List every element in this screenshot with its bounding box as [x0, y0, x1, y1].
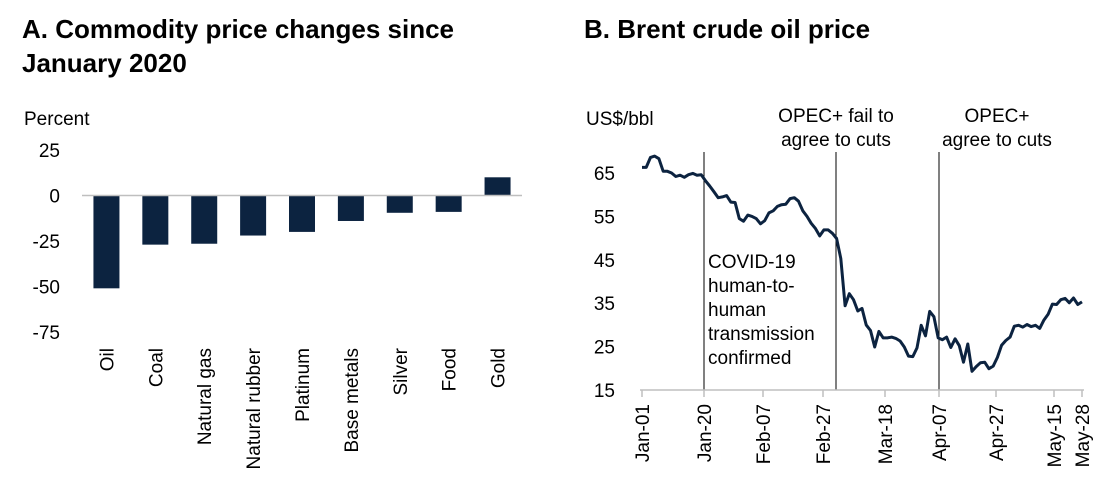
- y-axis-label: US$/bbl: [586, 109, 654, 130]
- x-tick-label-apr-27: Apr-27: [987, 404, 1008, 461]
- y-tick-label: 25: [39, 141, 60, 162]
- y-tick-label: 0: [49, 187, 60, 208]
- x-tick-label-may-15: May-15: [1045, 404, 1066, 467]
- x-tick-label-jan-20: Jan-20: [695, 404, 716, 462]
- x-tick-label-may-28: May-28: [1073, 404, 1094, 467]
- bar-oil: [93, 195, 120, 289]
- x-tick-label-natural-gas: Natural gas: [195, 348, 216, 445]
- panel-b-title: B. Brent crude oil price: [584, 14, 871, 44]
- bar-base-metals: [337, 195, 364, 221]
- annotation-opec-fail-text: OPEC+ fail to: [778, 106, 894, 127]
- x-tick-label-platinum: Platinum: [293, 348, 314, 422]
- bar-platinum: [289, 195, 315, 232]
- annotation-opec-fail-text: agree to cuts: [781, 130, 891, 151]
- annotation-opec-agree-text: OPEC+: [965, 106, 1030, 127]
- panel-a-title-line-1: A. Commodity price changes since: [22, 14, 455, 44]
- bar-natural-rubber: [240, 195, 267, 236]
- x-tick-label-oil: Oil: [97, 348, 118, 371]
- x-tick-label-gold: Gold: [489, 348, 510, 388]
- bar-silver: [386, 195, 413, 213]
- annotation-covid-text: human: [708, 300, 766, 321]
- y-tick-label: 45: [594, 251, 615, 272]
- x-tick-label-mar-18: Mar-18: [876, 404, 897, 464]
- bar-food: [435, 195, 462, 212]
- y-tick-label: 35: [594, 294, 615, 315]
- y-tick-label: 55: [594, 207, 615, 228]
- y-tick-label: -50: [33, 278, 60, 299]
- annotation-covid-text: transmission: [708, 324, 815, 345]
- y-axis-label: Percent: [24, 109, 90, 130]
- x-tick-label-natural-rubber: Natural rubber: [244, 347, 265, 469]
- y-tick-label: -25: [33, 232, 60, 253]
- x-tick-label-jan-01: Jan-01: [633, 404, 654, 462]
- y-tick-label: -75: [33, 323, 60, 344]
- bar-natural-gas: [191, 195, 218, 244]
- y-tick-label: 15: [594, 381, 615, 402]
- x-tick-label-coal: Coal: [146, 348, 167, 387]
- bar-coal: [142, 195, 169, 245]
- panel-a-title-line-2: January 2020: [22, 48, 187, 78]
- x-tick-label-feb-27: Feb-27: [814, 404, 835, 464]
- y-tick-label: 25: [594, 338, 615, 359]
- y-tick-label: 65: [594, 164, 615, 185]
- annotation-opec-agree-text: agree to cuts: [942, 130, 1052, 151]
- commodity-bar-chart: Percent 25 0 -25 -50 -75 Oil Coal Natural gas Nat…: [24, 109, 522, 469]
- x-tick-label-feb-07: Feb-07: [754, 404, 775, 464]
- panel-a-title: A. Commodity price changes since January…: [22, 12, 542, 80]
- x-tick-label-apr-07: Apr-07: [930, 404, 951, 461]
- x-tick-label-base-metals: Base metals: [342, 348, 363, 453]
- brent-price-line: [642, 154, 1083, 373]
- x-tick-label-food: Food: [440, 348, 461, 391]
- bar-gold: [484, 177, 511, 196]
- annotation-covid-text: COVID-19: [708, 252, 796, 273]
- annotation-covid-text: human-to-: [708, 276, 795, 297]
- annotation-covid-text: confirmed: [708, 348, 791, 369]
- x-tick-label-silver: Silver: [391, 347, 412, 395]
